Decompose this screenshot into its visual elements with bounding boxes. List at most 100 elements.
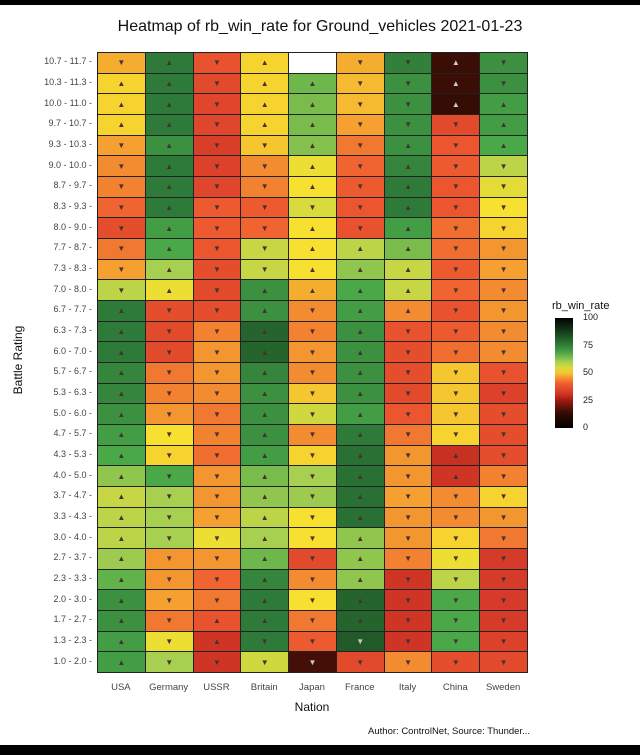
y-axis-label: Battle Rating: [11, 325, 25, 395]
triangle-up-icon: ▲: [356, 574, 365, 584]
triangle-up-icon: ▲: [117, 326, 126, 336]
triangle-down-icon: ▼: [212, 533, 221, 543]
heatmap-cell: ▼: [192, 93, 242, 115]
heatmap-cell: ▲: [144, 217, 194, 239]
heatmap-cell: ▼: [383, 341, 433, 363]
heatmap-cell: ▼: [479, 424, 528, 446]
heatmap-cell: ▼: [335, 176, 385, 198]
triangle-down-icon: ▼: [451, 140, 460, 150]
heatmap-cell: ▲: [97, 610, 146, 632]
heatmap-cell: ▼: [144, 424, 194, 446]
heatmap-cell: ▲: [335, 527, 385, 549]
heatmap-cell: ▼: [479, 176, 528, 198]
x-tick-label: Germany: [149, 682, 189, 693]
triangle-down-icon: ▼: [165, 574, 174, 584]
triangle-down-icon: ▼: [117, 285, 126, 295]
heatmap-cell: ▲: [335, 382, 385, 405]
triangle-down-icon: ▼: [308, 202, 317, 212]
triangle-down-icon: ▼: [165, 512, 174, 522]
triangle-up-icon: ▲: [117, 533, 126, 543]
heatmap-cell: ▲: [144, 114, 194, 136]
heatmap-cell: ▲: [288, 155, 337, 177]
triangle-down-icon: ▼: [451, 554, 460, 564]
triangle-down-icon: ▼: [404, 492, 412, 502]
x-tick-label: Japan: [299, 682, 325, 693]
heatmap-cell: ▼: [479, 72, 528, 95]
y-tick-label: 5.3 - 6.3 -: [53, 387, 92, 397]
heatmap-cell: ▼: [144, 382, 194, 405]
heatmap-cell: ▲: [240, 114, 290, 136]
heatmap-cell: ▲: [97, 651, 146, 673]
triangle-down-icon: ▼: [451, 636, 460, 646]
x-tick-label: Sweden: [485, 682, 521, 693]
triangle-down-icon: ▼: [404, 616, 412, 626]
x-tick-label: China: [442, 682, 468, 693]
triangle-down-icon: ▼: [499, 471, 508, 481]
heatmap-cell: ▼: [192, 382, 242, 405]
triangle-up-icon: ▲: [308, 161, 317, 171]
bottom-border: [0, 745, 640, 755]
triangle-up-icon: ▲: [117, 554, 126, 564]
triangle-down-icon: ▼: [356, 140, 365, 150]
triangle-down-icon: ▼: [499, 326, 508, 336]
x-tick-label: France: [344, 682, 375, 693]
triangle-up-icon: ▲: [356, 368, 365, 378]
triangle-down-icon: ▼: [499, 533, 508, 543]
chart-title: Heatmap of rb_win_rate for Ground_vehicl…: [117, 18, 523, 35]
heatmap-cell: ▲: [240, 568, 290, 591]
heatmap-cell: ▼: [383, 362, 433, 384]
heatmap-cell: ▼: [288, 465, 337, 487]
x-tick-label: Italy: [398, 682, 417, 693]
triangle-down-icon: ▼: [404, 99, 412, 109]
triangle-down-icon: ▼: [451, 347, 460, 357]
heatmap-cell: ▼: [479, 527, 528, 549]
y-tick-label: 10.7 - 11.7 -: [44, 56, 92, 67]
triangle-down-icon: ▼: [499, 657, 508, 667]
heatmap-cell: ▼: [144, 320, 194, 343]
triangle-down-icon: ▼: [499, 430, 508, 440]
triangle-down-icon: ▼: [404, 574, 412, 584]
triangle-up-icon: ▲: [356, 430, 365, 440]
heatmap-cell: ▲: [288, 93, 337, 115]
triangle-up-icon: ▲: [404, 306, 412, 316]
triangle-up-icon: ▲: [165, 223, 174, 233]
triangle-down-icon: ▼: [404, 347, 412, 357]
y-tick-label: 2.0 - 3.0 -: [53, 593, 92, 604]
heatmap-cell: ▲: [240, 72, 290, 95]
triangle-up-icon: ▲: [260, 120, 269, 130]
heatmap-cell: ▼: [479, 155, 528, 177]
heatmap-cell: ▼: [144, 341, 194, 363]
triangle-down-icon: ▼: [499, 595, 508, 605]
heatmap-cell: ▲: [288, 72, 337, 95]
triangle-down-icon: ▼: [451, 285, 460, 295]
heatmap-cell: ▼: [192, 217, 242, 239]
heatmap-cell: ▲: [240, 93, 290, 115]
y-tick-label: 8.0 - 9.0 -: [53, 221, 92, 232]
triangle-down-icon: ▼: [356, 120, 365, 130]
triangle-up-icon: ▲: [165, 140, 174, 150]
triangle-up-icon: ▲: [117, 574, 126, 584]
heatmap-cell: ▼: [192, 424, 242, 446]
y-tick-label: 9.7 - 10.7 -: [48, 118, 92, 129]
triangle-up-icon: ▲: [404, 202, 412, 212]
triangle-down-icon: ▼: [404, 657, 412, 667]
triangle-up-icon: ▲: [308, 285, 317, 295]
heatmap-cell: ▼: [288, 341, 337, 363]
triangle-down-icon: ▼: [308, 347, 317, 357]
triangle-down-icon: ▼: [451, 388, 460, 398]
heatmap-cell: ▲: [431, 93, 481, 115]
triangle-up-icon: ▲: [356, 388, 365, 398]
heatmap-cell: ▲: [240, 362, 290, 384]
y-tick-label: 8.7 - 9.7 -: [53, 180, 92, 191]
heatmap-cell: ▼: [479, 506, 528, 529]
heatmap-cell: ▲: [97, 465, 146, 487]
triangle-down-icon: ▼: [451, 409, 460, 419]
heatmap-cell: ▼: [288, 527, 337, 549]
triangle-up-icon: ▲: [165, 161, 174, 171]
triangle-down-icon: ▼: [451, 202, 460, 212]
heatmap-cell: ▼: [144, 568, 194, 591]
triangle-down-icon: ▼: [404, 409, 412, 419]
triangle-up-icon: ▲: [260, 533, 269, 543]
triangle-down-icon: ▼: [260, 657, 269, 667]
triangle-up-icon: ▲: [308, 140, 317, 150]
